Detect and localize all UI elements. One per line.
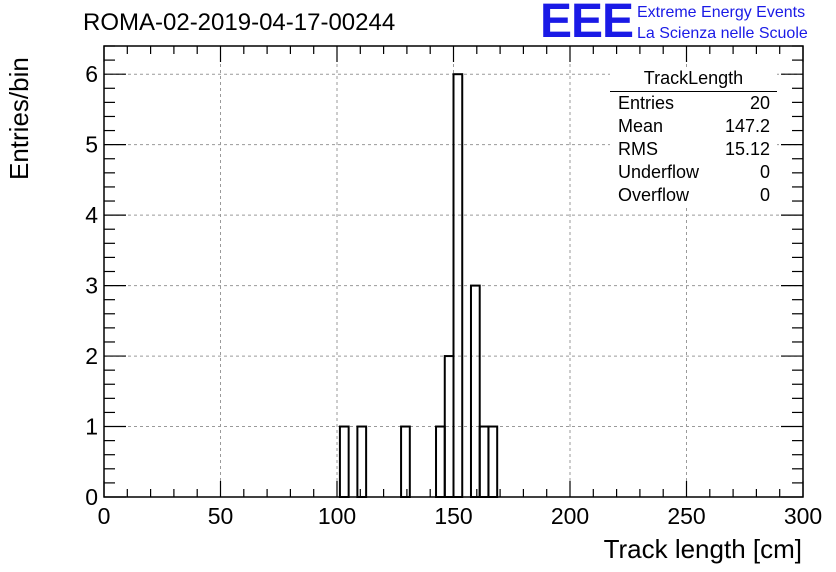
y-tick-label: 5 <box>85 132 98 158</box>
logo-line-2: La Scienza nelle Scuole <box>637 25 808 42</box>
y-tick-label: 2 <box>85 343 98 369</box>
histogram-bin <box>400 425 411 498</box>
stat-row-entries: Entries 20 <box>618 93 770 116</box>
stat-name: Underflow <box>618 162 700 182</box>
axis-ticks <box>103 45 804 498</box>
histogram-bin <box>435 425 446 498</box>
x-tick-label: 100 <box>318 503 356 529</box>
y-tick-label: 6 <box>85 61 98 87</box>
stat-value: 0 <box>759 162 770 182</box>
x-tick-label: 300 <box>784 503 822 529</box>
x-tick-label: 250 <box>667 503 705 529</box>
histogram-bin <box>356 425 368 498</box>
stat-name: RMS <box>618 139 658 159</box>
plot-title: ROMA-02-2019-04-17-00244 <box>83 9 396 36</box>
stat-row-mean: Mean 147.2 <box>618 116 770 139</box>
logo-line-1: Extreme Energy Events <box>637 4 806 21</box>
y-tick-label: 4 <box>85 202 98 228</box>
histogram-bin <box>469 284 481 498</box>
stat-value: 15.12 <box>724 139 770 159</box>
stat-name: Entries <box>618 93 675 113</box>
x-tick-label: 50 <box>208 503 234 529</box>
eee-logo: EEE Extreme Energy Events La Scienza nel… <box>540 0 836 48</box>
stat-row-overflow: Overflow 0 <box>618 185 770 208</box>
histogram-bin <box>478 425 490 498</box>
histogram-bin <box>338 425 350 498</box>
stat-name: Overflow <box>618 185 690 205</box>
histogram-bin <box>487 425 499 498</box>
stats-box-divider <box>610 91 777 92</box>
x-tick-label: 0 <box>98 503 111 529</box>
stat-row-rms: RMS 15.12 <box>618 139 770 162</box>
stat-value: 20 <box>749 93 770 113</box>
y-axis-label: Entries/bin <box>4 57 34 180</box>
stats-box-title: TrackLength <box>643 68 744 88</box>
logo-letters: EEE <box>540 0 634 48</box>
stat-name: Mean <box>618 116 664 136</box>
stat-value: 147.2 <box>724 116 770 136</box>
stats-box: TrackLength Entries 20 Mean 147.2 RMS 15… <box>610 68 777 208</box>
x-axis-label: Track length [cm] <box>603 534 802 564</box>
stat-value: 0 <box>759 185 770 205</box>
y-tick-label: 1 <box>85 414 98 440</box>
x-tick-label: 150 <box>434 503 472 529</box>
y-tick-label: 0 <box>85 484 98 510</box>
y-tick-label: 3 <box>85 273 98 299</box>
stat-row-underflow: Underflow 0 <box>618 162 770 185</box>
x-tick-label: 200 <box>551 503 589 529</box>
